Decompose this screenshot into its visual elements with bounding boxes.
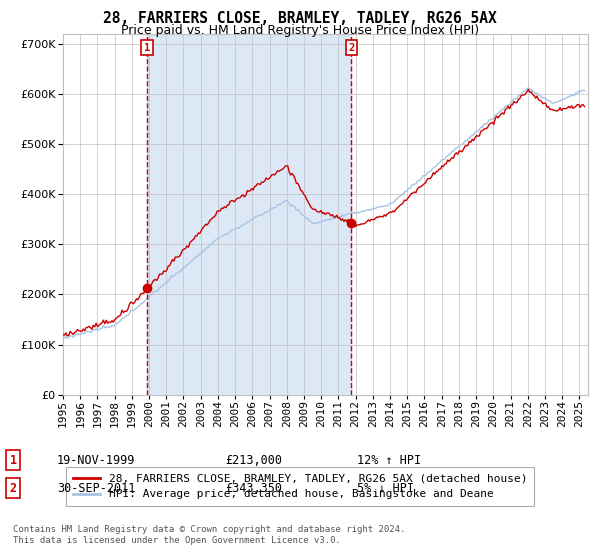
Text: 28, FARRIERS CLOSE, BRAMLEY, TADLEY, RG26 5AX: 28, FARRIERS CLOSE, BRAMLEY, TADLEY, RG2…	[103, 11, 497, 26]
Text: 12% ↑ HPI: 12% ↑ HPI	[357, 454, 421, 467]
Text: Contains HM Land Registry data © Crown copyright and database right 2024.
This d: Contains HM Land Registry data © Crown c…	[13, 525, 406, 545]
Text: 1: 1	[10, 454, 17, 467]
Text: 5% ↓ HPI: 5% ↓ HPI	[357, 482, 414, 495]
Bar	[147, 34, 352, 395]
Legend: 28, FARRIERS CLOSE, BRAMLEY, TADLEY, RG26 5AX (detached house), HPI: Average pri: 28, FARRIERS CLOSE, BRAMLEY, TADLEY, RG2…	[66, 467, 535, 506]
Text: Price paid vs. HM Land Registry's House Price Index (HPI): Price paid vs. HM Land Registry's House …	[121, 24, 479, 36]
Text: 1: 1	[144, 43, 150, 53]
Text: £343,350: £343,350	[225, 482, 282, 495]
Text: 2: 2	[10, 482, 17, 495]
Text: £213,000: £213,000	[225, 454, 282, 467]
Text: 30-SEP-2011: 30-SEP-2011	[57, 482, 136, 495]
Text: 2: 2	[348, 43, 355, 53]
Text: 19-NOV-1999: 19-NOV-1999	[57, 454, 136, 467]
